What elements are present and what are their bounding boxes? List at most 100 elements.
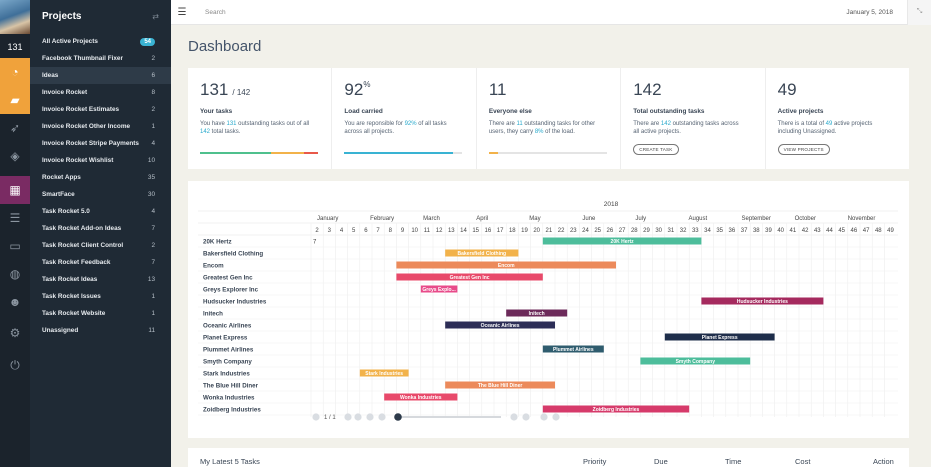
gantt-bar[interactable] [445,249,519,257]
gantt-bar[interactable] [420,285,458,293]
dashboard-nav-button[interactable]: ◔ [0,58,30,86]
chart-icon: ▦ [9,183,21,197]
column-header-cost[interactable]: Cost [795,457,811,466]
gantt-row-label: Smyth Company [203,359,252,366]
scroll-end-button[interactable] [522,413,530,421]
gantt-week-label: 26 [607,228,614,234]
gantt-week-label: 13 [448,228,455,234]
column-header-action[interactable]: Action [873,457,894,466]
sidebar-item[interactable]: Task Rocket Client Control 2 [30,237,171,254]
gantt-bar[interactable] [542,405,690,413]
stat-highlight: 131 [226,121,237,127]
sidebar-item[interactable]: Task Rocket 5.0 4 [30,203,171,220]
expand-icon[interactable]: ⤡ [907,0,931,25]
sidebar-item[interactable]: Ideas 6 [30,67,171,84]
stat-card: 131/ 142 Your tasks You have 131 outstandi… [188,68,333,169]
project-list: All Active Projects 54 Facebook Thumbnail … [30,33,171,339]
sidebar-item-label: Invoice Rocket [42,89,88,96]
sidebar-item[interactable]: All Active Projects 54 [30,33,171,50]
gantt-bar[interactable] [359,369,409,377]
search-input[interactable]: Search [205,8,226,16]
gantt-bar[interactable] [542,237,702,245]
stat-value: 11 [488,80,507,99]
gantt-bar-label: Bakersfield Clothing [457,251,506,257]
gantt-week-label: 16 [485,228,492,234]
stat-highlight: 142 [660,121,671,127]
gantt-bar[interactable] [445,381,555,389]
gantt-bar[interactable] [506,309,568,317]
gantt-scroll-handle[interactable] [394,413,402,421]
create-task-button[interactable]: CREATE TASK [633,144,679,155]
sidebar-item[interactable]: Facebook Thumbnail Fixer 2 [30,50,171,67]
gantt-bar[interactable] [664,333,775,341]
gantt-week-label: 28 [631,228,638,234]
stat-description: There is a total of 49 active projects i… [778,120,890,136]
chat-nav-button[interactable]: ▭ [0,232,30,260]
gantt-week-label: 45 [838,228,845,234]
sidebar-item[interactable]: Task Rocket Issues 1 [30,288,171,305]
gantt-year: 2018 [604,201,619,208]
sidebar-item-label: Task Rocket Website [42,310,106,317]
gantt-pager-text: 1 / 1 [324,415,336,421]
zoom-fit-button[interactable] [354,413,362,421]
gantt-bar[interactable] [542,345,604,353]
sidebar-item[interactable]: Task Rocket Ideas 13 [30,271,171,288]
scroll-forward-button[interactable] [510,413,518,421]
scroll-back-button[interactable] [378,413,386,421]
stat-value: 142 [633,80,662,99]
swap-icon[interactable]: ⇄ [152,12,159,21]
stat-unit: % [363,80,371,89]
sidebar-item[interactable]: Invoice Rocket Stripe Payments 4 [30,135,171,152]
sidebar-item[interactable]: Task Rocket Website 1 [30,305,171,322]
sidebar-item[interactable]: Task Rocket Add-on Ideas 7 [30,220,171,237]
sidebar-item[interactable]: Invoice Rocket Estimates 2 [30,101,171,118]
zoom-in-button[interactable] [540,413,548,421]
prev-page-button[interactable] [312,413,320,421]
sidebar-item[interactable]: Task Rocket Feedback 7 [30,254,171,271]
gantt-bar[interactable] [396,261,616,269]
gantt-bar[interactable] [445,321,555,329]
users-nav-button[interactable]: ☻ [0,288,30,316]
gantt-bar[interactable] [701,297,824,305]
sidebar-item-label: Facebook Thumbnail Fixer [42,55,123,62]
sidebar-item[interactable]: SmartFace 30 [30,186,171,203]
gantt-bar-label: Wonka Industries [400,395,442,401]
gantt-bar-label: Encom [498,263,515,269]
stat-label: Total outstanding tasks [633,108,705,115]
zoom-out-button[interactable] [552,413,560,421]
gantt-week-label: 40 [777,228,784,234]
layers-nav-button[interactable]: ◈ [0,142,30,170]
sidebar-item[interactable]: Unassigned 11 [30,322,171,339]
sidebar-item-count: 13 [147,276,155,283]
sidebar-item[interactable]: Rocket Apps 35 [30,169,171,186]
document-nav-button[interactable]: ☰ [0,204,30,232]
planet-nav-button[interactable]: ◍ [0,260,30,288]
stat-text: There are [633,121,661,127]
gantt-week-label: 47 [863,228,870,234]
column-header-due[interactable]: Due [654,457,668,466]
column-header-time[interactable]: Time [725,457,742,466]
power-nav-button[interactable]: ⏻ [0,351,30,379]
scroll-start-button[interactable] [366,413,374,421]
gantt-bar[interactable] [640,357,751,365]
sidebar-item[interactable]: Invoice Rocket Wishlist 10 [30,152,171,169]
avatar[interactable] [0,0,30,34]
next-page-button[interactable] [344,413,352,421]
gantt-bar[interactable] [384,393,458,401]
folder-nav-button[interactable]: ▰ [0,86,30,114]
gantt-week-label: 25 [594,228,601,234]
sidebar-item[interactable]: Invoice Rocket Other Income 1 [30,118,171,135]
sidebar-item-label: Task Rocket Feedback [42,259,111,266]
gantt-month-label: September [742,216,771,222]
sidebar-item[interactable]: Invoice Rocket 8 [30,84,171,101]
view-projects-button[interactable]: VIEW PROJECTS [777,144,830,155]
sidebar-item-label: Invoice Rocket Stripe Payments [42,140,139,147]
rocket-nav-button[interactable]: ➶ [0,114,30,142]
chart-nav-button[interactable]: ▦ [0,176,30,204]
gantt-bar[interactable] [396,273,543,281]
gantt-week-label: 22 [558,228,565,234]
gear-nav-button[interactable]: ⚙ [0,319,30,347]
column-header-priority[interactable]: Priority [583,457,607,466]
hamburger-menu-icon[interactable]: ☰ [177,6,187,18]
